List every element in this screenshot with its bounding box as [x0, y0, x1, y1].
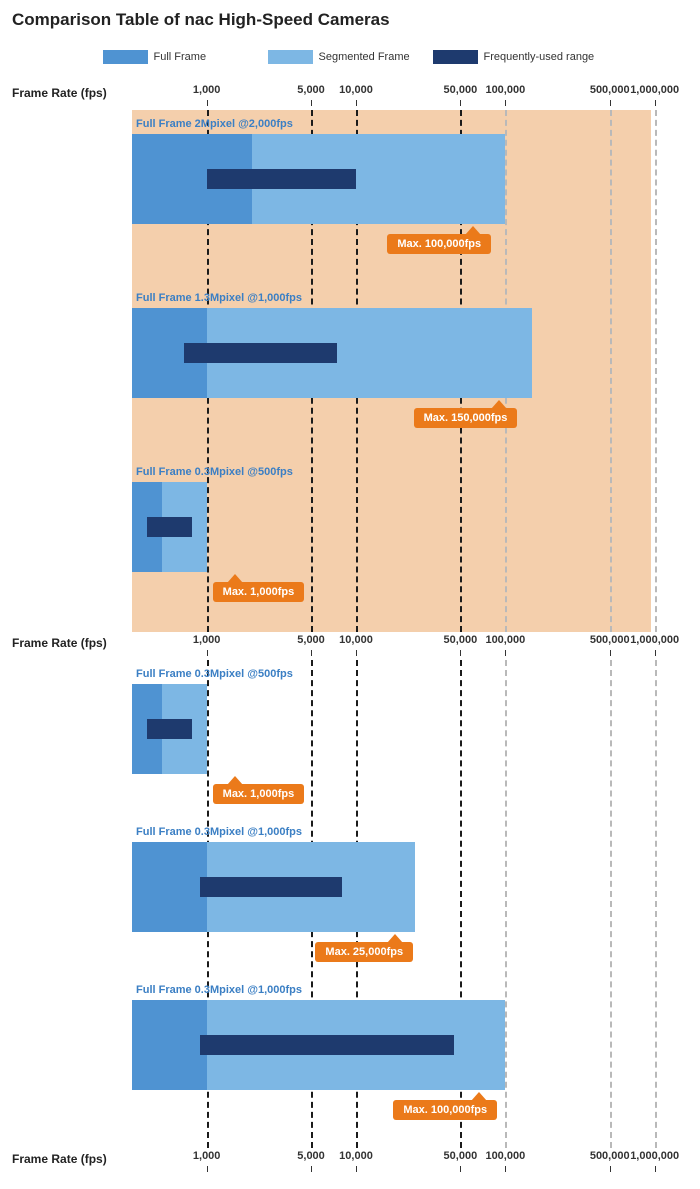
spec-label: Full Frame 0.3Mpixel @1,000fps — [136, 984, 302, 996]
bar-frequently-used — [200, 877, 342, 897]
axis-tick-label: 1,000,000 — [630, 634, 679, 646]
axis-tick-label: 1,000 — [193, 84, 221, 96]
bar-full-frame — [132, 1000, 207, 1090]
legend-swatch — [268, 50, 313, 64]
legend-label: Full Frame — [154, 51, 207, 63]
axis-bottom: Frame Rate (fps) 1,0005,00010,00050,0001… — [132, 1148, 688, 1176]
max-fps-callout: Max. 1,000fps — [213, 582, 305, 602]
axis-tick-label: 1,000,000 — [630, 1150, 679, 1162]
legend-swatch — [433, 50, 478, 64]
spec-label: Full Frame 0.3Mpixel @500fps — [136, 668, 293, 680]
max-fps-callout: Max. 100,000fps — [393, 1100, 497, 1120]
axis-tick-label: 10,000 — [339, 634, 373, 646]
legend: Full Frame Segmented Frame Frequently-us… — [12, 50, 688, 64]
axis-label: Frame Rate (fps) — [12, 1152, 107, 1166]
axis-tick-label: 500,000 — [590, 634, 630, 646]
legend-item: Segmented Frame — [268, 50, 433, 64]
axis-tick-label: 100,000 — [485, 634, 525, 646]
axis-label: Frame Rate (fps) — [12, 636, 107, 650]
bar-frequently-used — [200, 1035, 454, 1055]
max-fps-callout: Max. 150,000fps — [414, 408, 518, 428]
bar-full-frame — [132, 842, 207, 932]
legend-item: Full Frame — [103, 50, 268, 64]
max-fps-callout: Max. 1,000fps — [213, 784, 305, 804]
axis-top: Frame Rate (fps) 1,0005,00010,00050,0001… — [132, 82, 688, 110]
axis-tick-label: 50,000 — [444, 1150, 478, 1162]
axis-tick-label: 100,000 — [485, 1150, 525, 1162]
chart-section-1: MX-5-M-Cam-M-CamMFTFull Frame 2Mpixel @2… — [132, 110, 688, 632]
axis-mid: Frame Rate (fps) 1,0005,00010,00050,0001… — [132, 632, 688, 660]
bar-frequently-used — [207, 169, 356, 189]
spec-label: Full Frame 0.3Mpixel @1,000fps — [136, 826, 302, 838]
max-fps-callout: Max. 25,000fps — [315, 942, 413, 962]
axis-label: Frame Rate (fps) — [12, 86, 107, 100]
bar-frequently-used — [147, 517, 192, 537]
axis-tick-label: 500,000 — [590, 1150, 630, 1162]
spec-label: Full Frame 0.3Mpixel @500fps — [136, 466, 293, 478]
max-fps-callout: Max. 100,000fps — [387, 234, 491, 254]
axis-tick-label: 50,000 — [444, 84, 478, 96]
axis-tick-label: 1,000 — [193, 634, 221, 646]
legend-item: Frequently-used range — [433, 50, 598, 64]
spec-label: Full Frame 1.3Mpixel @1,000fps — [136, 292, 302, 304]
bar-frequently-used — [147, 719, 192, 739]
axis-tick-label: 5,000 — [297, 84, 325, 96]
axis-tick-label: 5,000 — [297, 1150, 325, 1162]
axis-tick-label: 50,000 — [444, 634, 478, 646]
chart-section-2: Q5-µ-CamFull Frame 0.3Mpixel @500fpsMax.… — [132, 660, 688, 1148]
spec-label: Full Frame 2Mpixel @2,000fps — [136, 118, 293, 130]
axis-tick-label: 1,000,000 — [630, 84, 679, 96]
legend-swatch — [103, 50, 148, 64]
axis-tick-label: 1,000 — [193, 1150, 221, 1162]
legend-label: Frequently-used range — [484, 51, 595, 63]
axis-tick-label: 100,000 — [485, 84, 525, 96]
bar-frequently-used — [184, 343, 338, 363]
page-title: Comparison Table of nac High-Speed Camer… — [12, 10, 688, 30]
axis-tick-label: 10,000 — [339, 84, 373, 96]
axis-tick-label: 5,000 — [297, 634, 325, 646]
legend-label: Segmented Frame — [319, 51, 410, 63]
axis-tick-label: 500,000 — [590, 84, 630, 96]
axis-tick-label: 10,000 — [339, 1150, 373, 1162]
